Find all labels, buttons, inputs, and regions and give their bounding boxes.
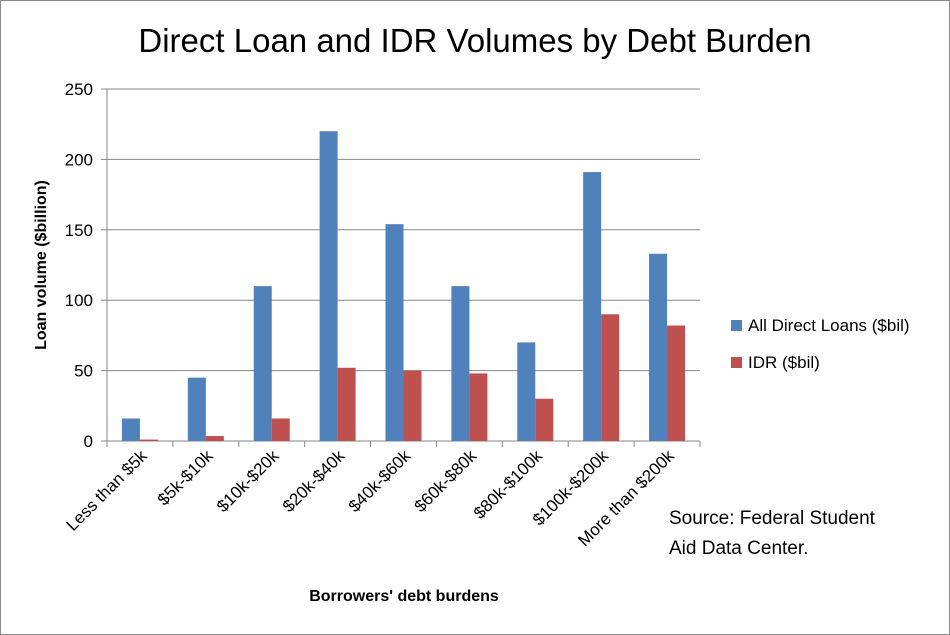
bar-idr bbox=[139, 439, 158, 441]
legend: All Direct Loans ($bil) IDR ($bil) bbox=[731, 316, 910, 372]
bar-direct-loans bbox=[385, 224, 404, 441]
bar-idr bbox=[469, 373, 488, 441]
source-note-line-2: Aid Data Center. bbox=[669, 538, 808, 559]
chart-title: Direct Loan and IDR Volumes by Debt Burd… bbox=[138, 22, 811, 59]
source-note-line-1: Source: Federal Student bbox=[669, 508, 876, 529]
bar-idr bbox=[667, 325, 686, 441]
legend-swatch bbox=[731, 320, 742, 331]
x-tick-label: $20k-$40k bbox=[279, 446, 349, 516]
y-tick-label: 0 bbox=[84, 432, 93, 451]
bar-direct-loans bbox=[187, 377, 206, 441]
bar-direct-loans bbox=[451, 286, 470, 441]
y-tick-label: 150 bbox=[65, 221, 93, 240]
bar-idr bbox=[403, 370, 422, 441]
legend-swatch bbox=[731, 357, 742, 368]
bar-idr bbox=[601, 314, 620, 441]
x-tick-label: $10k-$20k bbox=[213, 446, 283, 516]
legend-label: All Direct Loans ($bil) bbox=[748, 316, 910, 335]
bar-idr bbox=[535, 398, 554, 441]
bar-direct-loans bbox=[319, 131, 338, 442]
x-tick-label: $60k-$80k bbox=[411, 446, 481, 516]
y-tick-label: 250 bbox=[65, 80, 93, 99]
y-tick-label: 50 bbox=[74, 362, 93, 381]
bar-direct-loans bbox=[121, 418, 140, 441]
bar-direct-loans bbox=[649, 253, 668, 441]
bars bbox=[121, 131, 686, 442]
bar-idr bbox=[271, 418, 290, 441]
x-axis-title: Borrowers' debt burdens bbox=[309, 588, 499, 605]
x-tick-label: $40k-$60k bbox=[345, 446, 415, 516]
x-tick-label: Less than $5k bbox=[62, 446, 151, 535]
y-axis-ticks: 0 50 100 150 200 250 bbox=[65, 80, 93, 451]
bar-idr bbox=[205, 436, 224, 441]
x-tick-label: $5k-$10k bbox=[154, 446, 217, 509]
x-axis-ticks: Less than $5k $5k-$10k$10k-$20k$20k-$40k$… bbox=[62, 441, 701, 550]
bar-direct-loans bbox=[517, 342, 536, 441]
bar-direct-loans bbox=[583, 172, 602, 441]
bar-idr bbox=[337, 367, 356, 441]
y-tick-label: 200 bbox=[65, 150, 93, 169]
y-tick-label: 100 bbox=[65, 291, 93, 310]
legend-label: IDR ($bil) bbox=[748, 353, 820, 372]
bar-direct-loans bbox=[253, 286, 272, 441]
y-axis-title: Loan volume ($billion) bbox=[33, 180, 50, 350]
